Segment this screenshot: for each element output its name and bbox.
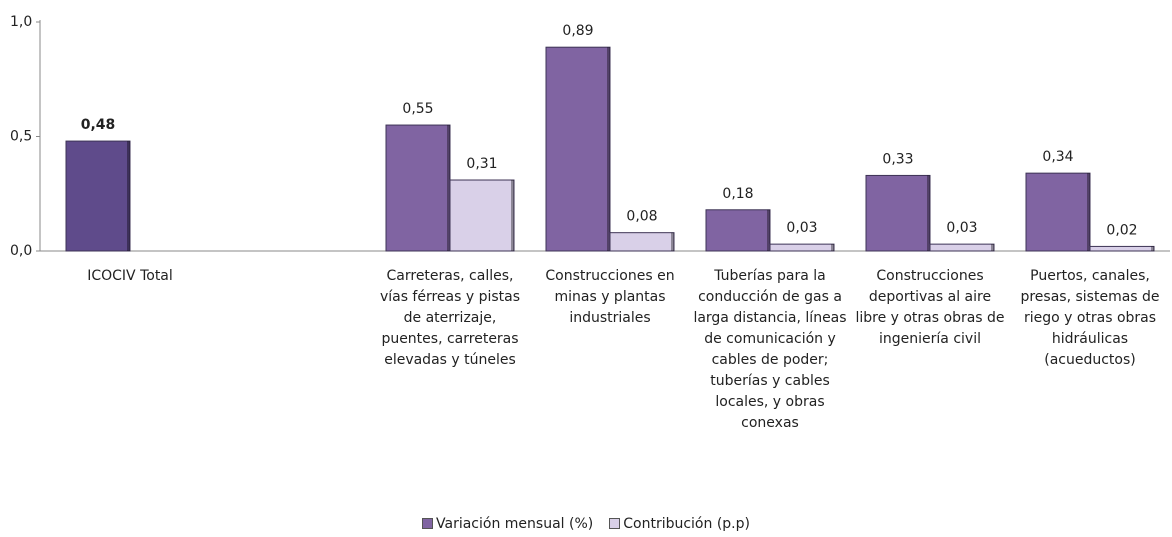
bar [385, 124, 451, 252]
bar-side [1087, 173, 1090, 251]
bar [929, 243, 995, 252]
bar [1025, 172, 1091, 252]
value-label: 0,18 [722, 186, 753, 202]
bar-side [767, 209, 770, 251]
bar [449, 179, 515, 252]
bar-side [927, 175, 930, 251]
bar [545, 46, 611, 252]
legend-item: Variación mensual (%) [422, 516, 593, 532]
legend: Variación mensual (%) Contribución (p.p) [0, 516, 1172, 532]
legend-item: Contribución (p.p) [609, 516, 750, 532]
bar [769, 243, 835, 252]
value-label: 0,03 [786, 220, 817, 236]
bar-side [831, 244, 834, 251]
bar-side [991, 244, 994, 251]
bar [65, 140, 131, 252]
value-label: 0,31 [466, 156, 497, 172]
x-tick-label: Construcciones en minas y plantas indust… [545, 268, 675, 326]
bar [865, 174, 931, 252]
y-tick-label: 0,0 [10, 243, 32, 259]
value-label: 0,33 [882, 151, 913, 167]
legend-label: Contribución (p.p) [623, 516, 750, 532]
bar-side [671, 232, 674, 251]
legend-label: Variación mensual (%) [436, 516, 594, 532]
y-tick-label: 0,5 [10, 129, 32, 145]
x-tick-label: Puertos, canales, presas, sistemas de ri… [1020, 268, 1160, 368]
bar-side [127, 141, 130, 251]
value-label: 0,02 [1106, 222, 1137, 238]
bar [705, 209, 771, 252]
bar-side [447, 125, 450, 251]
value-label: 0,34 [1042, 149, 1073, 165]
bar-side [607, 47, 610, 251]
bar [609, 232, 675, 252]
bar-side [511, 180, 514, 251]
bar [1089, 245, 1155, 252]
legend-swatch [422, 518, 434, 529]
value-label: 0,55 [402, 101, 433, 117]
value-label: 0,08 [626, 209, 657, 225]
x-tick-label: ICOCIV Total [87, 268, 173, 284]
x-tick-label: Tuberías para la conducción de gas a lar… [693, 268, 847, 431]
value-label: 0,89 [562, 23, 593, 39]
bar-side [1151, 246, 1154, 251]
value-label: 0,03 [946, 220, 977, 236]
value-label: 0,48 [81, 117, 116, 133]
x-tick-label: Carreteras, calles, vías férreas y pista… [379, 268, 521, 368]
legend-swatch [609, 518, 621, 529]
x-tick-label: Construcciones deportivas al aire libre … [855, 268, 1005, 347]
y-tick-label: 1,0 [10, 14, 32, 30]
